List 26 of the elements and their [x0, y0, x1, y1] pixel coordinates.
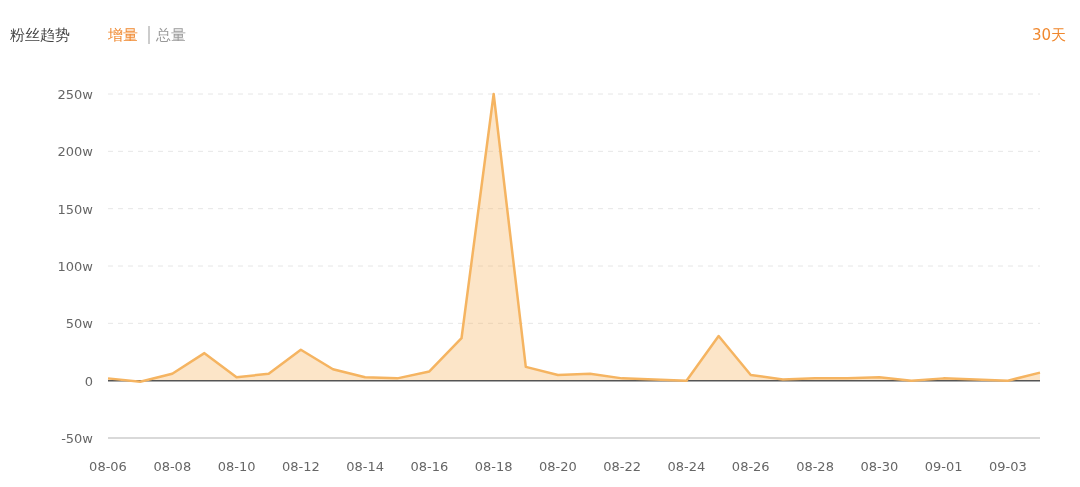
- x-tick-label: 09-01: [924, 459, 963, 474]
- x-tick-label: 08-06: [89, 459, 127, 474]
- text: 30天: [1031, 26, 1066, 44]
- y-tick-label: 50w: [65, 316, 94, 332]
- text: 增量: [107, 26, 138, 44]
- x-tick-label: 08-18: [474, 459, 513, 474]
- x-tick-label: 08-14: [346, 459, 384, 474]
- y-tick-label: 100w: [57, 259, 94, 274]
- chart-title: 粉丝趋势: [10, 26, 70, 44]
- x-tick-label: 08-22: [603, 459, 642, 474]
- text: 总量: [155, 26, 186, 44]
- x-tick-label: 08-12: [281, 459, 320, 474]
- x-tick-label: 08-24: [667, 459, 706, 474]
- x-tick-label: 08-10: [217, 459, 256, 474]
- x-tick-label: 08-20: [539, 459, 577, 474]
- y-tick-label: 200w: [57, 144, 94, 160]
- y-tick-label: 150w: [57, 201, 94, 217]
- y-tick-label: 250w: [57, 87, 94, 102]
- x-tick-label: 08-16: [410, 459, 449, 474]
- y-tick-label: 0: [84, 373, 93, 389]
- x-tick-label: 08-26: [731, 459, 770, 474]
- y-tick-label: -50w: [61, 431, 94, 446]
- x-tick-label: 08-28: [796, 459, 834, 474]
- x-tick-label: 08-30: [860, 459, 899, 474]
- x-tick-label: 09-03: [988, 459, 1027, 474]
- x-tick-label: 08-08: [153, 459, 192, 474]
